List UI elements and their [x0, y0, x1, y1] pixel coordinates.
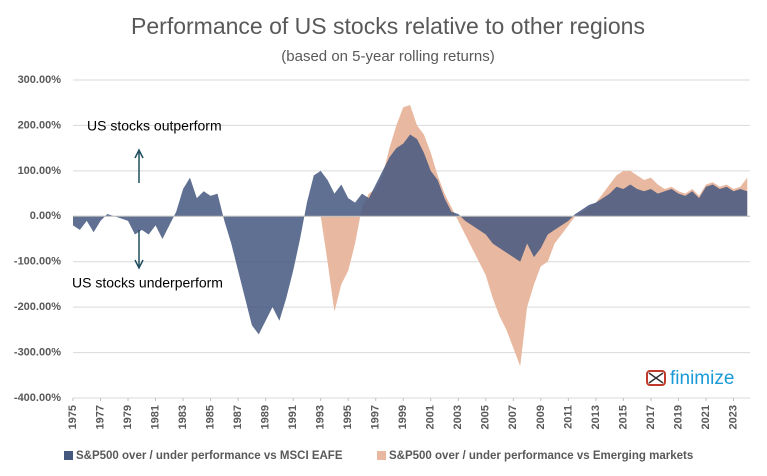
annotation: US stocks outperform	[87, 118, 222, 134]
arrow	[134, 148, 144, 183]
x-tick-label: 1977	[94, 405, 106, 429]
chart-subtitle: (based on 5-year rolling returns)	[281, 48, 494, 65]
x-tick-label: 2017	[645, 405, 657, 429]
chart-title: Performance of US stocks relative to oth…	[131, 13, 645, 39]
x-tick-label: 1997	[370, 405, 382, 429]
x-tick-label: 1995	[342, 405, 354, 429]
y-tick-label: -100.00%	[14, 256, 61, 268]
x-tick-label: 1975	[67, 405, 79, 429]
arrow	[134, 230, 144, 270]
x-tick-label: 1999	[397, 405, 409, 429]
x-tick-label: 1991	[287, 405, 299, 429]
logo-icon	[646, 370, 666, 386]
logo-icon	[648, 372, 664, 384]
y-tick-label: -300.00%	[14, 346, 61, 358]
x-tick-label: 2001	[425, 405, 437, 429]
legend-swatch	[64, 451, 73, 460]
x-tick-label: 2007	[507, 405, 519, 429]
y-tick-label: 0.00%	[30, 210, 61, 222]
x-tick-label: 1987	[232, 405, 244, 429]
legend-swatch	[377, 451, 386, 460]
y-tick-label: 300.00%	[18, 74, 62, 86]
x-tick-label: 2023	[727, 405, 739, 429]
legend-label: S&P500 over / under performance vs MSCI …	[76, 450, 343, 462]
y-tick-label: 100.00%	[18, 165, 62, 177]
x-tick-label: 2019	[672, 405, 684, 429]
y-tick-label: -400.00%	[14, 392, 61, 404]
x-tick-label: 1985	[205, 405, 217, 429]
x-tick-label: 2015	[617, 405, 629, 429]
x-tick-label: 1989	[260, 405, 272, 429]
x-tick-label: 2021	[700, 405, 712, 429]
logo-text: finimize	[670, 368, 734, 389]
legend-label: S&P500 over / under performance vs Emerg…	[389, 450, 693, 462]
x-tick-label: 2003	[452, 405, 464, 429]
y-tick-label: -200.00%	[14, 301, 61, 313]
y-tick-label: 200.00%	[18, 119, 62, 131]
x-tick-label: 1981	[149, 405, 161, 429]
x-tick-label: 2005	[480, 405, 492, 429]
x-tick-label: 1983	[177, 405, 189, 429]
x-tick-label: 1993	[315, 405, 327, 429]
x-tick-label: 1979	[122, 405, 134, 429]
x-tick-label: 2011	[562, 405, 574, 429]
area	[73, 134, 748, 335]
x-tick-label: 2009	[535, 405, 547, 429]
annotation: US stocks underperform	[72, 275, 223, 291]
x-tick-label: 2013	[590, 405, 602, 429]
